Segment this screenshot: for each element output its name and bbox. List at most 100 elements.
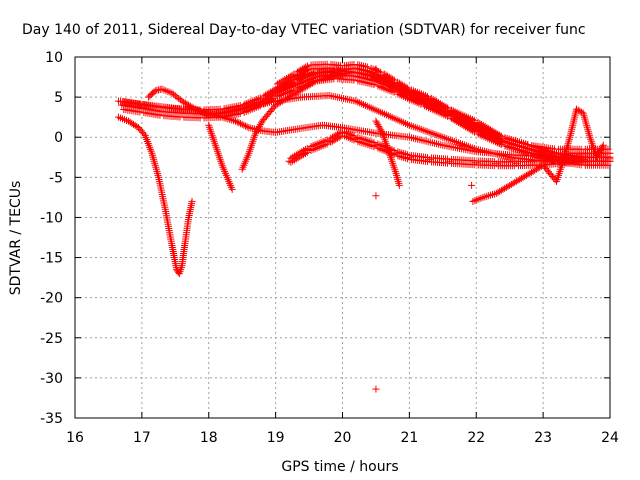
x-tick-label: 22 (467, 430, 485, 446)
data-point (425, 97, 433, 105)
y-tick-label: -30 (40, 371, 63, 387)
data-point (483, 192, 491, 200)
data-point (478, 128, 486, 136)
y-tick-label: -20 (40, 291, 63, 307)
data-point (294, 154, 302, 162)
data-point (395, 181, 403, 189)
data-point (238, 120, 246, 128)
y-tick-label: -15 (40, 251, 63, 267)
data-point (287, 158, 295, 166)
data-point (606, 155, 614, 163)
chart-title: Day 140 of 2011, Sidereal Day-to-day VTE… (22, 22, 586, 38)
data-point (490, 136, 498, 144)
data-point (537, 162, 545, 170)
data-point (485, 133, 493, 141)
x-tick-label: 16 (66, 430, 84, 446)
data-point (474, 126, 482, 134)
x-tick-label: 18 (200, 430, 218, 446)
data-point (292, 155, 300, 163)
data-point (235, 119, 243, 127)
series-outliers (372, 65, 476, 393)
data-point (435, 107, 443, 115)
data-point (433, 105, 441, 113)
data-point (242, 122, 250, 130)
data-point (290, 156, 298, 164)
y-tick-label: -10 (40, 210, 63, 226)
y-axis-label: SDTVAR / TECUs (8, 181, 24, 296)
x-tick-label: 19 (267, 430, 285, 446)
data-point (370, 81, 378, 89)
data-point (335, 133, 343, 141)
data-point (350, 76, 358, 84)
data-point (281, 84, 289, 92)
x-tick-label: 21 (400, 430, 418, 446)
data-point (150, 88, 158, 96)
data-point (188, 197, 196, 205)
data-points (114, 60, 614, 393)
x-tick-label: 23 (534, 430, 552, 446)
data-point (442, 111, 450, 119)
data-point (599, 141, 607, 149)
x-axis: 16 17 18 19 20 21 22 23 24 (66, 57, 619, 446)
data-point (378, 127, 386, 135)
data-point (303, 148, 311, 156)
data-point (301, 149, 309, 157)
series-dip-track (114, 113, 196, 278)
data-point (228, 185, 236, 193)
data-point (288, 79, 296, 87)
data-point (481, 131, 489, 139)
x-tick-label: 20 (334, 430, 352, 446)
data-point (277, 86, 285, 94)
data-point (296, 153, 304, 161)
data-point (427, 102, 435, 110)
data-point (300, 151, 308, 159)
data-point (136, 108, 144, 116)
y-tick-label: -5 (49, 170, 63, 186)
data-point (488, 135, 496, 143)
data-point (476, 127, 484, 135)
data-point (289, 157, 297, 165)
data-point (372, 385, 380, 393)
data-point (298, 152, 306, 160)
data-point (302, 71, 310, 79)
y-tick-label: 5 (54, 90, 63, 106)
data-point (232, 117, 239, 125)
y-tick-label: -35 (40, 411, 63, 427)
data-point (495, 139, 503, 147)
series-dip-2 (205, 121, 236, 193)
data-point (487, 134, 495, 142)
data-point (487, 191, 495, 199)
data-point (283, 83, 291, 91)
data-point (479, 129, 487, 137)
data-point (436, 108, 444, 116)
series-dip-3 (372, 117, 403, 189)
data-point (444, 112, 452, 120)
data-point (268, 95, 276, 103)
x-axis-label: GPS time / hours (281, 459, 398, 475)
data-point (273, 88, 281, 96)
series-tail-low (469, 105, 607, 205)
x-tick-label: 24 (601, 430, 619, 446)
data-point (284, 81, 292, 89)
data-point (140, 130, 148, 138)
x-tick-label: 17 (133, 430, 151, 446)
data-point (372, 65, 380, 73)
data-point (275, 87, 283, 95)
data-point (237, 120, 245, 128)
data-point (243, 123, 251, 131)
y-tick-label: -25 (40, 331, 63, 347)
data-point (256, 102, 264, 110)
data-point (279, 85, 287, 93)
data-point (270, 94, 278, 102)
data-point (303, 70, 311, 78)
y-tick-label: 0 (54, 130, 63, 146)
data-point (372, 192, 380, 200)
data-point (598, 143, 606, 151)
y-tick-label: 10 (45, 50, 63, 66)
data-point (440, 110, 448, 118)
data-point (429, 103, 437, 111)
data-point (236, 110, 244, 118)
data-point (485, 192, 493, 200)
data-point (310, 78, 318, 86)
